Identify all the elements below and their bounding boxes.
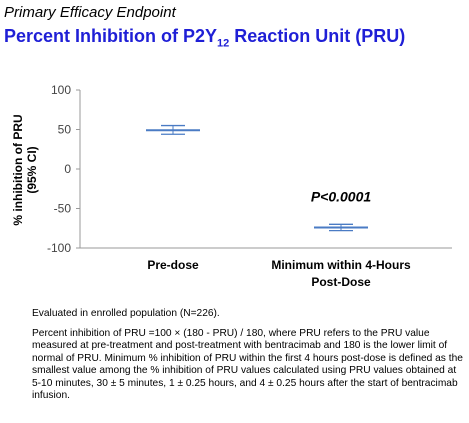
- title-main: Percent Inhibition of P2Y: [4, 26, 218, 46]
- y-axis-label-line2: (95% CI): [25, 146, 39, 193]
- x-tick-label-pre-dose: Pre-dose: [147, 258, 199, 272]
- y-tick-label: 100: [51, 83, 71, 97]
- data-marks: [146, 124, 368, 232]
- y-tick-label: 0: [64, 162, 71, 176]
- title-tail: Reaction Unit (PRU): [229, 26, 406, 46]
- y-tick-label: 50: [58, 123, 72, 137]
- footnote-population: Evaluated in enrolled population (N=226)…: [32, 308, 220, 319]
- y-axis-label-line1: % inhibition of PRU: [11, 114, 25, 225]
- efficacy-chart: % inhibition of PRU (95% CI) 100 50 0 -50 -1…: [11, 83, 452, 289]
- y-axis-title: % inhibition of PRU (95% CI): [11, 114, 39, 225]
- p-value-annotation: P<0.0001: [311, 189, 372, 205]
- y-axis-ticks: 100 50 0 -50 -100: [47, 83, 80, 255]
- y-tick-label: -100: [47, 241, 71, 255]
- footnote-definition: Percent inhibition of PRU =100 × (180 - …: [32, 328, 463, 402]
- x-tick-label-post-dose-line2: Post-Dose: [311, 275, 371, 289]
- chart-subtitle: Primary Efficacy Endpoint: [4, 4, 176, 21]
- x-tick-label-post-dose-line1: Minimum within 4-Hours: [271, 258, 411, 272]
- title-subscript: 12: [217, 37, 230, 50]
- chart-title: Percent Inhibition of P2Y12 Reaction Uni…: [4, 26, 405, 50]
- y-tick-label: -50: [54, 202, 72, 216]
